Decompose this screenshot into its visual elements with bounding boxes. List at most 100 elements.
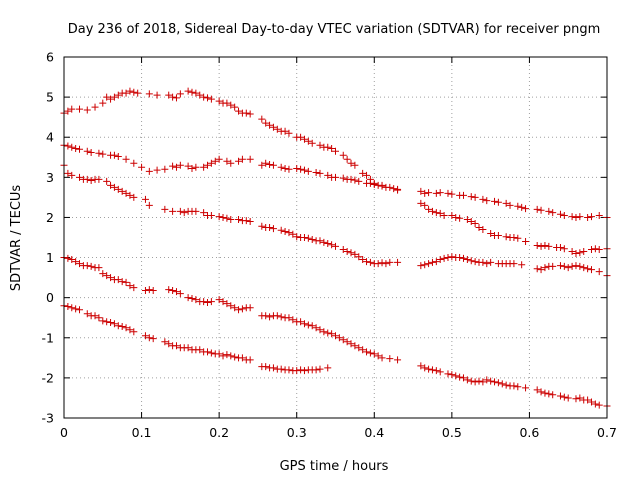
data-point (126, 191, 134, 199)
data-point (425, 205, 433, 213)
data-point (122, 155, 130, 163)
data-point (316, 237, 324, 245)
data-point (246, 110, 254, 118)
data-point (114, 276, 122, 284)
data-point (595, 401, 603, 409)
data-point (537, 388, 545, 396)
data-point (223, 351, 231, 359)
x-tick-label: 0.5 (442, 425, 462, 440)
data-point (444, 370, 452, 378)
data-point (83, 147, 91, 155)
data-point (355, 253, 363, 261)
data-point (130, 159, 138, 167)
data-point (266, 313, 274, 321)
data-point (347, 340, 355, 348)
data-point (363, 171, 371, 179)
data-point (130, 88, 138, 96)
data-point (289, 230, 297, 238)
data-point (432, 189, 440, 197)
data-point (518, 261, 526, 269)
data-point (502, 381, 510, 389)
data-point (359, 169, 367, 177)
data-point (281, 127, 289, 135)
data-point (141, 195, 149, 203)
data-point (110, 320, 118, 328)
data-point (300, 234, 308, 241)
data-point (417, 362, 425, 370)
data-point (130, 284, 138, 292)
y-axis-label: SDTVAR / TECUs (9, 185, 24, 292)
data-point (556, 262, 564, 270)
data-point (432, 209, 440, 217)
data-point (207, 159, 215, 167)
data-point (285, 165, 293, 173)
data-point (103, 318, 111, 326)
data-point (324, 364, 332, 372)
data-point (394, 258, 402, 266)
data-point (103, 272, 111, 280)
data-point (169, 162, 177, 170)
data-point (227, 101, 235, 109)
data-point (514, 234, 522, 242)
y-tick-label: -1 (42, 330, 54, 345)
data-point (359, 346, 367, 354)
data-point (452, 213, 460, 221)
series-4 (60, 254, 611, 410)
data-point (572, 395, 580, 403)
data-point (483, 197, 491, 205)
data-point (545, 242, 553, 250)
data-point (141, 286, 149, 294)
y-tick-label: 1 (46, 250, 54, 265)
data-point (587, 398, 595, 406)
data-point (300, 320, 308, 328)
data-point (456, 373, 464, 381)
data-point (169, 93, 177, 101)
data-point (448, 371, 456, 379)
data-point (436, 189, 444, 197)
data-point (595, 246, 603, 254)
data-point (215, 296, 223, 304)
data-point (64, 254, 72, 262)
data-point (374, 260, 382, 268)
data-point (68, 171, 76, 179)
data-point (308, 322, 316, 330)
data-point (502, 199, 510, 207)
data-point (471, 378, 479, 386)
data-point (343, 338, 351, 346)
data-point (432, 258, 440, 266)
data-point (176, 161, 184, 169)
data-point (467, 257, 475, 265)
data-point (560, 245, 568, 253)
data-point (417, 262, 425, 270)
x-tick-label: 0.2 (209, 425, 229, 440)
data-point (273, 125, 281, 133)
data-point (118, 187, 126, 195)
data-point (207, 298, 215, 306)
data-point (99, 317, 107, 325)
data-point (324, 171, 332, 179)
data-point (145, 90, 153, 98)
data-point (560, 211, 568, 219)
data-point (207, 211, 215, 219)
data-point (335, 334, 343, 342)
data-point (161, 165, 169, 173)
data-point (300, 135, 308, 143)
data-point (452, 372, 460, 380)
data-point (223, 300, 231, 308)
data-point (76, 173, 84, 181)
x-tick-labels: 0 0.1 0.2 0.3 0.4 0.5 0.6 0.7 (60, 425, 617, 440)
data-point (382, 260, 390, 268)
data-point (219, 298, 227, 306)
data-point (192, 163, 200, 171)
data-point (343, 248, 351, 256)
data-point (227, 159, 235, 167)
data-point (300, 166, 308, 174)
data-point (99, 99, 107, 107)
grid-lines (64, 57, 607, 418)
data-point (149, 286, 157, 294)
data-point (145, 334, 153, 342)
data-point (363, 258, 371, 266)
data-point (76, 145, 84, 153)
data-point (328, 241, 336, 249)
data-point (576, 262, 584, 270)
